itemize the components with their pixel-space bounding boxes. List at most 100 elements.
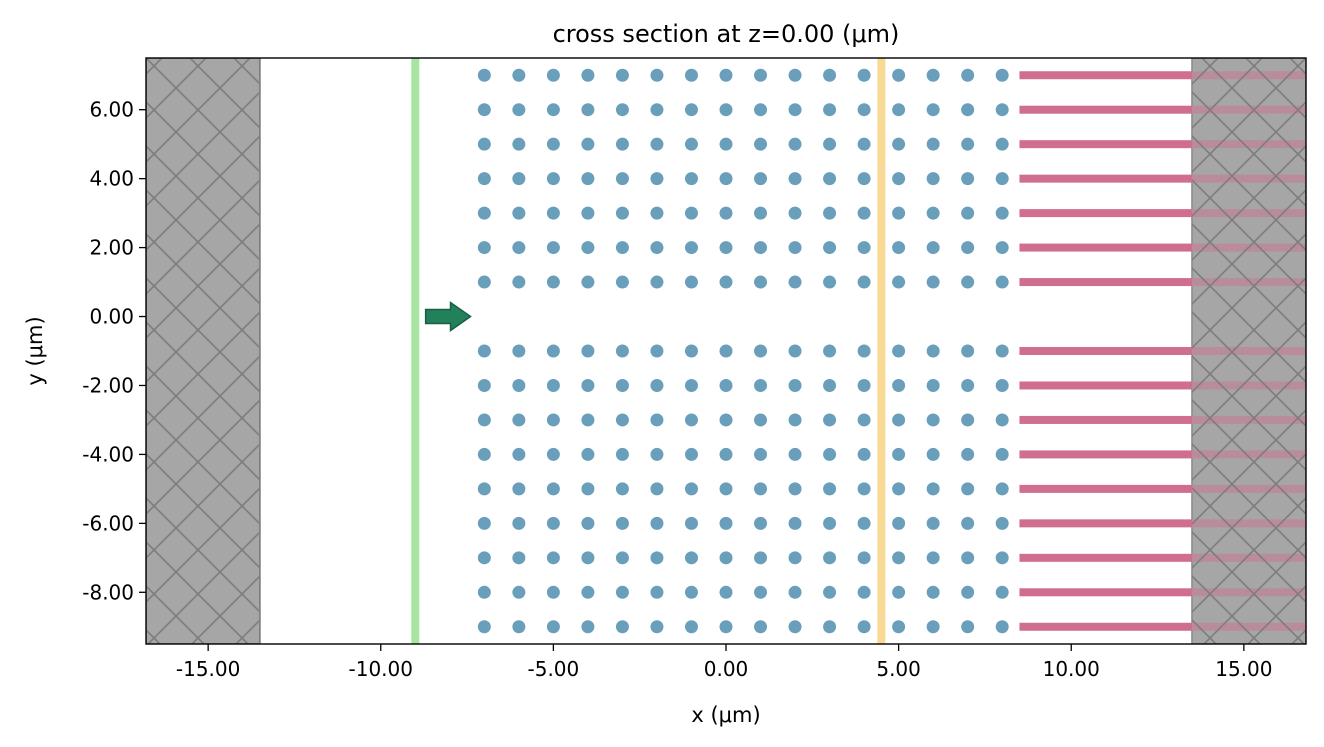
crystal-hole bbox=[546, 447, 560, 461]
crystal-hole bbox=[581, 344, 595, 358]
crystal-hole bbox=[546, 551, 560, 565]
crystal-hole bbox=[961, 482, 975, 496]
crystal-hole bbox=[719, 378, 733, 392]
y-axis: 6.00 4.00 2.00 0.00 -2.00 -4.00 -6.00 -8.00 bbox=[82, 98, 146, 604]
crystal-hole bbox=[961, 275, 975, 289]
crystal-hole bbox=[684, 516, 698, 530]
crystal-hole bbox=[961, 172, 975, 186]
crystal-hole bbox=[684, 137, 698, 151]
crystal-hole bbox=[684, 206, 698, 220]
crystal-hole bbox=[857, 516, 871, 530]
crystal-hole bbox=[995, 413, 1009, 427]
crystal-hole bbox=[857, 551, 871, 565]
crystal-hole bbox=[650, 137, 664, 151]
crystal-hole bbox=[684, 447, 698, 461]
crystal-hole bbox=[788, 516, 802, 530]
crystal-hole bbox=[857, 206, 871, 220]
crystal-hole bbox=[788, 68, 802, 82]
crystal-hole bbox=[926, 344, 940, 358]
crystal-hole bbox=[512, 68, 526, 82]
y-tick-label: 6.00 bbox=[89, 98, 134, 122]
crystal-hole bbox=[650, 172, 664, 186]
crystal-hole bbox=[754, 68, 768, 82]
crystal-hole bbox=[546, 137, 560, 151]
crystal-hole bbox=[615, 585, 629, 599]
crystal-hole bbox=[477, 68, 491, 82]
x-tick-label: -15.00 bbox=[176, 657, 240, 681]
crystal-hole bbox=[650, 482, 664, 496]
crystal-hole bbox=[926, 413, 940, 427]
crystal-hole bbox=[650, 620, 664, 634]
x-axis: -15.00 -10.00 -5.00 0.00 5.00 10.00 15.00 bbox=[176, 644, 1272, 681]
crystal-hole bbox=[961, 516, 975, 530]
crystal-hole bbox=[719, 68, 733, 82]
crystal-hole bbox=[788, 620, 802, 634]
crystal-hole bbox=[615, 137, 629, 151]
crystal-hole bbox=[926, 447, 940, 461]
crystal-hole bbox=[477, 172, 491, 186]
crystal-hole bbox=[650, 68, 664, 82]
crystal-hole bbox=[857, 585, 871, 599]
crystal-hole bbox=[754, 378, 768, 392]
crystal-hole bbox=[546, 378, 560, 392]
crystal-hole bbox=[857, 447, 871, 461]
crystal-hole bbox=[512, 103, 526, 117]
crystal-hole bbox=[684, 68, 698, 82]
holes-layer bbox=[477, 68, 1009, 634]
y-axis-label: y (μm) bbox=[23, 316, 47, 385]
crystal-hole bbox=[892, 413, 906, 427]
crystal-hole bbox=[615, 447, 629, 461]
crystal-hole bbox=[719, 275, 733, 289]
crystal-hole bbox=[684, 482, 698, 496]
crystal-hole bbox=[581, 447, 595, 461]
crystal-hole bbox=[788, 413, 802, 427]
crystal-hole bbox=[684, 275, 698, 289]
crystal-hole bbox=[581, 137, 595, 151]
crystal-hole bbox=[546, 413, 560, 427]
crystal-hole bbox=[823, 103, 837, 117]
crystal-hole bbox=[546, 172, 560, 186]
crystal-hole bbox=[719, 344, 733, 358]
crystal-hole bbox=[477, 620, 491, 634]
monitor-plane bbox=[877, 58, 886, 644]
crystal-hole bbox=[788, 551, 802, 565]
crystal-hole bbox=[650, 516, 664, 530]
crystal-hole bbox=[477, 482, 491, 496]
crystal-hole bbox=[788, 241, 802, 255]
crystal-hole bbox=[477, 585, 491, 599]
crystal-hole bbox=[823, 344, 837, 358]
crystal-hole bbox=[995, 275, 1009, 289]
crystal-hole bbox=[719, 172, 733, 186]
crystal-hole bbox=[546, 68, 560, 82]
crystal-hole bbox=[719, 103, 733, 117]
crystal-hole bbox=[961, 344, 975, 358]
crystal-hole bbox=[788, 137, 802, 151]
crystal-hole bbox=[961, 68, 975, 82]
crystal-hole bbox=[892, 482, 906, 496]
x-tick-label: -10.00 bbox=[349, 657, 413, 681]
crystal-hole bbox=[995, 68, 1009, 82]
crystal-hole bbox=[892, 103, 906, 117]
crystal-hole bbox=[995, 172, 1009, 186]
crystal-hole bbox=[581, 206, 595, 220]
crystal-hole bbox=[926, 103, 940, 117]
crystal-hole bbox=[823, 275, 837, 289]
y-tick-label: 4.00 bbox=[89, 167, 134, 191]
y-tick-label: 0.00 bbox=[89, 305, 134, 329]
crystal-hole bbox=[512, 482, 526, 496]
crystal-hole bbox=[892, 206, 906, 220]
crystal-hole bbox=[581, 378, 595, 392]
crystal-hole bbox=[546, 620, 560, 634]
source-plane bbox=[411, 58, 420, 644]
crystal-hole bbox=[581, 585, 595, 599]
source-arrow bbox=[424, 301, 472, 332]
crystal-hole bbox=[823, 516, 837, 530]
crystal-hole bbox=[754, 206, 768, 220]
crystal-hole bbox=[650, 241, 664, 255]
crystal-hole bbox=[857, 482, 871, 496]
crystal-hole bbox=[512, 585, 526, 599]
crystal-hole bbox=[684, 551, 698, 565]
crystal-hole bbox=[926, 241, 940, 255]
crystal-hole bbox=[684, 620, 698, 634]
crystal-hole bbox=[615, 378, 629, 392]
